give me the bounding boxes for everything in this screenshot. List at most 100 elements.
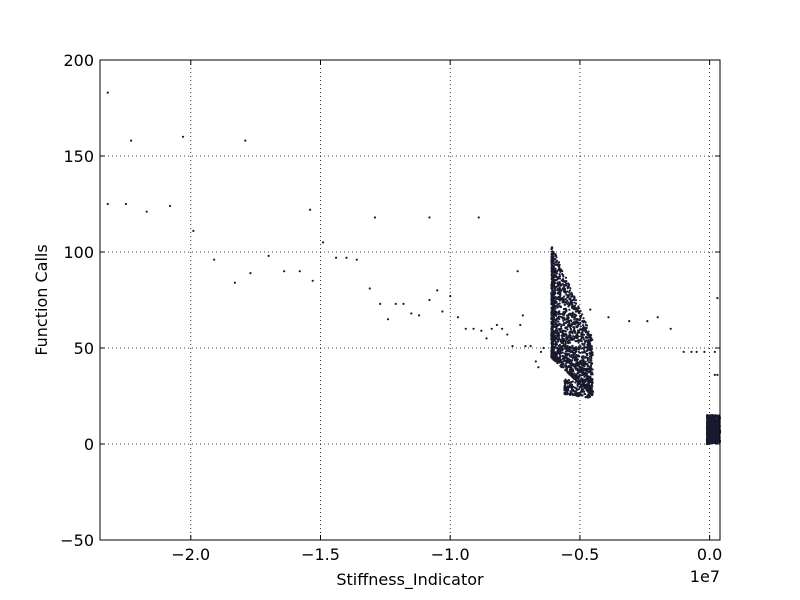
x-tick-label: −1.0: [431, 545, 470, 564]
data-point: [534, 360, 537, 363]
data-point: [578, 361, 581, 364]
data-point: [552, 301, 555, 304]
data-point: [379, 302, 382, 305]
data-point: [584, 323, 587, 327]
data-point: [563, 329, 566, 333]
data-point: [714, 422, 718, 425]
data-point: [574, 331, 577, 334]
data-point: [707, 414, 710, 418]
data-point: [537, 366, 540, 369]
data-point: [716, 296, 719, 300]
data-point: [710, 416, 713, 419]
data-point: [607, 316, 610, 319]
data-point: [554, 279, 558, 282]
data-point: [709, 429, 712, 432]
data-point: [585, 326, 588, 329]
data-point: [589, 361, 592, 364]
data-point: [586, 347, 589, 351]
data-point: [554, 358, 557, 361]
data-point: [551, 274, 554, 277]
data-point: [569, 367, 572, 370]
data-point: [563, 347, 567, 350]
data-point: [554, 359, 558, 363]
data-point: [564, 359, 567, 363]
data-point: [565, 335, 568, 338]
data-point: [557, 331, 560, 334]
data-point: [582, 317, 585, 320]
data-point: [717, 440, 720, 443]
data-point: [587, 382, 590, 386]
data-point: [575, 322, 578, 325]
data-point: [557, 292, 560, 295]
data-point: [283, 270, 286, 273]
data-point: [556, 356, 559, 359]
data-point: [574, 381, 577, 384]
data-point: [567, 379, 571, 382]
data-point: [568, 349, 572, 353]
data-point: [565, 321, 568, 324]
data-point: [576, 376, 579, 379]
data-point: [309, 208, 312, 211]
data-point: [577, 376, 581, 379]
data-point: [569, 319, 572, 322]
data-point: [571, 376, 575, 379]
data-point: [550, 291, 553, 294]
data-point: [571, 331, 574, 334]
data-point: [690, 350, 693, 353]
data-point: [566, 344, 569, 348]
data-point: [706, 439, 709, 442]
data-point: [564, 343, 567, 346]
data-point: [584, 321, 587, 324]
data-point: [560, 365, 563, 368]
data-point: [564, 383, 567, 386]
data-point: [586, 367, 589, 370]
data-point: [586, 333, 589, 336]
data-point: [577, 311, 580, 315]
data-point: [553, 304, 557, 307]
data-point: [456, 316, 460, 319]
data-point: [712, 424, 715, 427]
data-point: [577, 341, 580, 344]
data-point: [566, 287, 569, 290]
data-point: [563, 303, 566, 306]
data-point: [573, 329, 576, 332]
data-point: [590, 354, 593, 357]
data-point: [578, 355, 581, 358]
data-point: [554, 296, 557, 299]
data-point: [556, 335, 559, 338]
data-point: [558, 361, 561, 364]
data-point: [577, 382, 580, 385]
data-point: [564, 290, 567, 294]
data-point: [554, 314, 557, 317]
data-point: [495, 323, 498, 327]
data-point: [552, 303, 555, 306]
data-point: [568, 331, 571, 334]
data-point: [550, 259, 553, 262]
data-point: [580, 356, 583, 359]
data-point: [584, 336, 587, 339]
data-point: [529, 344, 532, 348]
data-point: [555, 347, 558, 350]
data-point: [571, 344, 574, 347]
data-point: [565, 310, 568, 313]
data-point: [569, 300, 572, 304]
data-point: [580, 380, 583, 383]
data-point: [562, 345, 565, 348]
data-point: [716, 416, 719, 419]
data-point: [709, 440, 713, 443]
data-point: [554, 323, 557, 326]
data-point: [168, 204, 172, 208]
data-point: [580, 359, 583, 362]
data-point: [569, 293, 572, 296]
data-point: [562, 285, 566, 288]
data-point: [554, 261, 558, 264]
data-point: [553, 274, 556, 277]
data-point: [557, 312, 561, 315]
data-point: [573, 304, 577, 307]
data-point: [572, 307, 575, 311]
data-point: [566, 348, 569, 351]
data-point: [717, 426, 720, 430]
data-point: [480, 329, 483, 332]
data-point: [577, 330, 580, 333]
data-point: [572, 298, 576, 301]
